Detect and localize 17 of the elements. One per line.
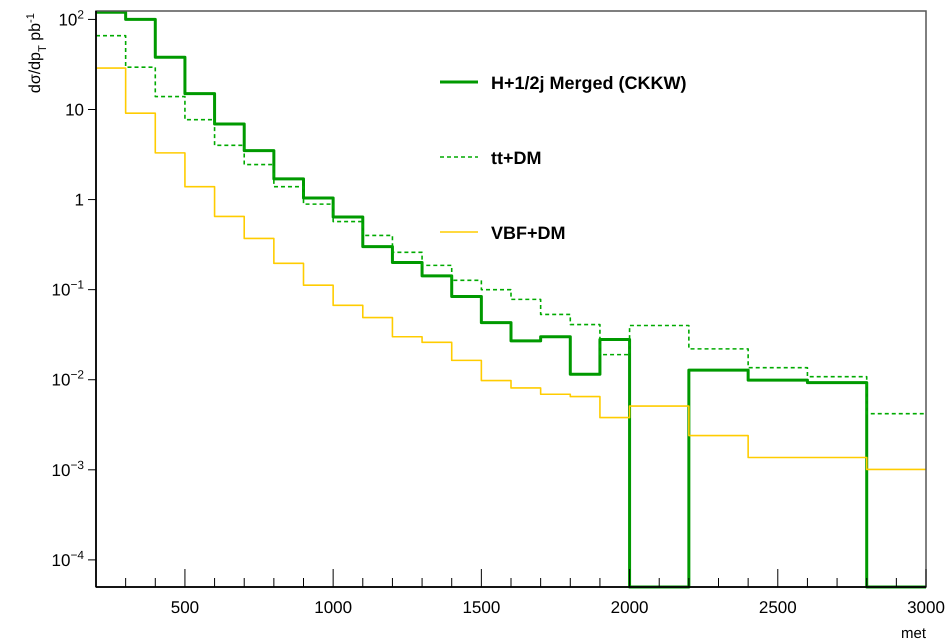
legend-label: H+1/2j Merged (CKKW) (491, 73, 687, 93)
legend-label: VBF+DM (491, 223, 566, 243)
y-tick-label: 1 (74, 190, 84, 210)
x-tick-label: 1500 (462, 598, 500, 617)
legend-label: tt+DM (491, 148, 542, 168)
x-axis-title: met (900, 625, 927, 642)
y-tick-label: 10$^{2}$ (58, 7, 84, 30)
y-tick-label: 10 (65, 100, 84, 120)
y-tick-label: 10$^{−3}$ (52, 458, 84, 480)
y-tick-label: 10$^{−1}$ (52, 278, 84, 300)
x-tick-label: 500 (170, 598, 200, 617)
y-tick-label: 10$^{−2}$ (52, 368, 84, 390)
x-tick-label: 2500 (758, 598, 797, 617)
y-tick-label: 10$^{−4}$ (52, 548, 84, 570)
x-tick-label: 3000 (907, 598, 945, 617)
x-tick-label: 2000 (610, 598, 648, 617)
x-tick-label: 1000 (314, 598, 352, 617)
